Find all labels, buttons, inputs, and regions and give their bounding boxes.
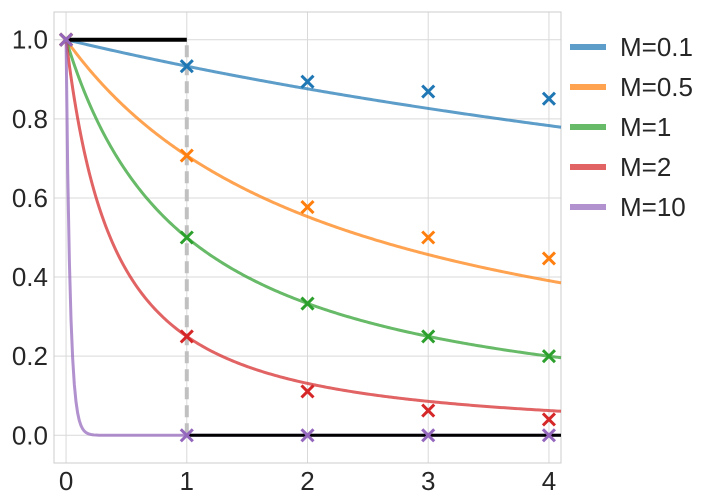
- x-tick-label: 4: [542, 466, 556, 496]
- marker-stroke: [179, 148, 194, 163]
- series-marker-4: [300, 428, 315, 443]
- y-tick-label: 0.0: [12, 420, 48, 450]
- marker-stroke: [541, 428, 556, 443]
- legend-label-2: M=1: [620, 112, 671, 142]
- series-marker-1: [300, 199, 315, 215]
- marker-stroke: [179, 230, 194, 245]
- series-line-4: [64, 39, 561, 437]
- marker-stroke: [541, 349, 556, 364]
- series-line-0: [65, 38, 562, 129]
- series-marker-2: [421, 329, 436, 344]
- series-marker-3: [541, 412, 556, 427]
- axes: 0 1 2 3 4 0.0 0.2 0.4 0.6 0.8 1.0: [12, 11, 562, 496]
- series-marker-0: [179, 59, 194, 74]
- series-marker-1: [179, 148, 194, 163]
- series-marker-0: [421, 84, 436, 99]
- series-marker-4: [59, 32, 74, 47]
- series-marker-2: [541, 349, 556, 364]
- series-marker-4: [179, 428, 194, 443]
- marker-stroke: [541, 91, 556, 106]
- series-marker-3: [179, 329, 194, 344]
- y-tick-label: 0.4: [12, 262, 48, 292]
- series-marker-1: [541, 251, 556, 266]
- series-marker-2: [179, 230, 194, 245]
- marker-stroke: [421, 428, 436, 443]
- marker-stroke: [179, 329, 194, 344]
- series-marker-1: [421, 230, 436, 245]
- marker-stroke: [541, 251, 556, 266]
- series-marker-3: [300, 384, 315, 399]
- legend-label-0: M=0.1: [620, 32, 693, 62]
- marker-stroke: [300, 384, 315, 399]
- y-tick-label: 0.8: [12, 104, 48, 134]
- series-marker-4: [541, 428, 556, 443]
- limit-lines: [66, 37, 561, 437]
- x-tick-label: 2: [300, 466, 314, 496]
- marker-stroke: [179, 59, 194, 74]
- marker-stroke: [421, 84, 436, 99]
- marker-stroke: [300, 296, 315, 311]
- series-marker-0: [300, 74, 315, 89]
- series-line-1: [64, 38, 562, 285]
- x-tick-label: 0: [59, 466, 73, 496]
- series-curves: [64, 38, 562, 437]
- marker-stroke: [300, 428, 315, 443]
- x-tick-label: 1: [180, 466, 194, 496]
- legend: M=0.1 M=0.5 M=1 M=2 M=10: [570, 32, 693, 222]
- legend-label-1: M=0.5: [620, 72, 693, 102]
- marker-stroke: [300, 199, 315, 215]
- series-line-2: [64, 39, 562, 360]
- marker-stroke: [59, 32, 74, 47]
- series-marker-3: [421, 403, 436, 418]
- series-marker-4: [421, 428, 436, 443]
- x-tick-label: 3: [421, 466, 435, 496]
- series-line-3: [64, 39, 562, 413]
- legend-label-4: M=10: [620, 192, 686, 222]
- plot-frame: [53, 11, 562, 464]
- marker-stroke: [541, 412, 556, 427]
- y-tick-label: 0.2: [12, 341, 48, 371]
- y-tick-label: 0.6: [12, 183, 48, 213]
- marker-stroke: [179, 428, 194, 443]
- marker-stroke: [421, 230, 436, 245]
- legend-label-3: M=2: [620, 152, 671, 182]
- series-markers: [59, 32, 556, 443]
- marker-stroke: [421, 403, 436, 418]
- marker-stroke: [300, 74, 315, 89]
- series-marker-0: [541, 91, 556, 106]
- marker-stroke: [421, 329, 436, 344]
- series-marker-2: [300, 296, 315, 311]
- y-tick-label: 1.0: [12, 25, 48, 55]
